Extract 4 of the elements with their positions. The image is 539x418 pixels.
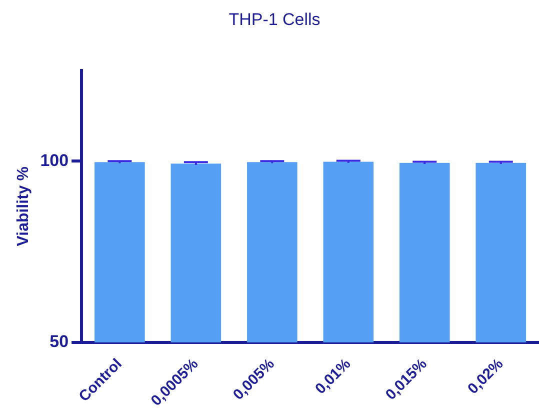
y-tick-label: 100: [40, 150, 69, 170]
y-axis-title: Viability %: [15, 166, 32, 246]
chart-title: THP-1 Cells: [228, 10, 320, 29]
y-tick-label: 50: [50, 332, 69, 352]
